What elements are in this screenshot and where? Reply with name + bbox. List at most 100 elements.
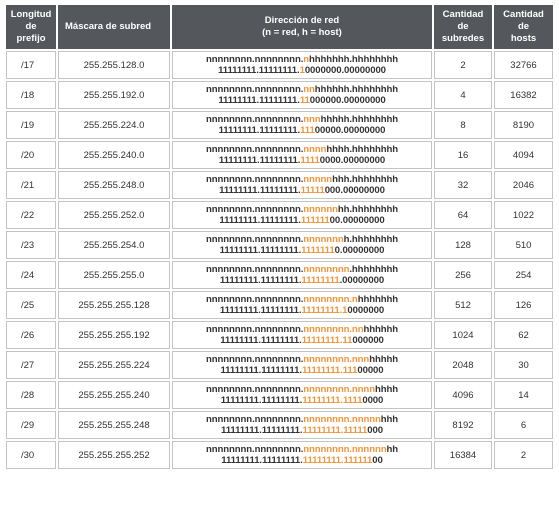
borrowed-bits: nnnnnn [303,204,338,215]
subnet-count-cell: 256 [434,261,492,289]
host-count-cell: 16382 [494,81,553,109]
remaining-bits: 0.00000000 [334,245,385,256]
fixed-bits: nnnnnnnn.nnnnnnnn. [205,114,304,125]
network-host-pattern: nnnnnnnn.nnnnnnnn.nnnhhhhh.hhhhhhhh [175,114,429,125]
table-row: /23 255.255.254.0 nnnnnnnn.nnnnnnnn.nnnnnn… [6,231,553,259]
table-row: /26 255.255.255.192 nnnnnnnn.nnnnnnnn.nnnn… [6,321,553,349]
fixed-bits: 11111111.11111111. [219,215,301,226]
prefix-cell: /27 [6,351,56,379]
subnet-count-cell: 2 [434,51,492,79]
borrowed-bits: nnnnnnnn.nnnnn [303,414,381,425]
network-host-pattern: nnnnnnnn.nnnnnnnn.nnnnnhhh.hhhhhhhh [175,174,429,185]
prefix-cell: /30 [6,441,56,469]
binary-mask-pattern: 11111111.11111111.11111111.00000000 [175,275,429,286]
address-cell: nnnnnnnn.nnnnnnnn.nnnnnnnn.nnhhhhhh 11111… [172,321,432,349]
fixed-bits: 11111111.11111111. [220,335,302,346]
borrowed-bits: nn [303,84,315,95]
network-host-pattern: nnnnnnnn.nnnnnnnn.nnnnnnnn.nnnnnnhh [175,444,429,455]
header-address-line2: (n = red, h = host) [262,27,342,38]
remaining-bits: hhhhhh.hhhhhhhh [314,84,399,95]
mask-cell: 255.255.252.0 [58,201,170,229]
address-cell: nnnnnnnn.nnnnnnnn.nnnnnnnn.nnnnnnhh 11111… [172,441,432,469]
mask-cell: 255.255.240.0 [58,141,170,169]
address-cell: nnnnnnnn.nnnnnnnn.nhhhhhhh.hhhhhhhh 11111… [172,51,432,79]
remaining-bits: h.hhhhhhhh [343,234,399,245]
mask-cell: 255.255.255.224 [58,351,170,379]
remaining-bits: hhh [380,414,399,425]
binary-mask-pattern: 11111111.11111111.11111111.10000000 [175,305,429,316]
table-row: /28 255.255.255.240 nnnnnnnn.nnnnnnnn.nnnn… [6,381,553,409]
binary-mask-pattern: 11111111.11111111.11111111.11111000 [175,425,429,436]
fixed-bits: nnnnnnnn.nnnnnnnn. [205,234,304,245]
header-subnet-count: Cantidad de subredes [434,5,492,49]
header-hosts-line3: hosts [510,33,537,44]
host-count-cell: 510 [494,231,553,259]
mask-cell: 255.255.255.192 [58,321,170,349]
host-count-cell: 2 [494,441,553,469]
prefix-cell: /26 [6,321,56,349]
prefix-cell: /20 [6,141,56,169]
network-host-pattern: nnnnnnnn.nnnnnnnn.nnnnnnnn.nhhhhhhh [175,294,429,305]
prefix-cell: /29 [6,411,56,439]
borrowed-bits: 11111111.11 [301,335,353,346]
remaining-bits: hh [386,444,399,455]
address-cell: nnnnnnnn.nnnnnnnn.nnnnhhhh.hhhhhhhh 11111… [172,141,432,169]
fixed-bits: 11111111.11111111. [218,95,300,106]
remaining-bits: 00.00000000 [329,215,385,226]
fixed-bits: 11111111.11111111. [218,125,301,136]
mask-cell: 255.255.248.0 [58,171,170,199]
prefix-cell: /28 [6,381,56,409]
fixed-bits: nnnnnnnn.nnnnnnnn. [205,144,304,155]
fixed-bits: nnnnnnnn.nnnnnnnn. [205,54,304,65]
subnet-count-cell: 8 [434,111,492,139]
subnet-count-cell: 1024 [434,321,492,349]
remaining-bits: hhhhhhh [357,294,399,305]
subnet-count-cell: 16384 [434,441,492,469]
subnet-table-container: Longitud de prefijo Máscara de subred Di… [4,3,555,471]
mask-cell: 255.255.224.0 [58,111,170,139]
header-prefix-line1: Longitud [10,9,52,20]
subnet-count-cell: 128 [434,231,492,259]
fixed-bits: 11111111.11111111. [220,365,302,376]
remaining-bits: .hhhhhhhh [349,264,399,275]
table-row: /21 255.255.248.0 nnnnnnnn.nnnnnnnn.nnnnnh… [6,171,553,199]
fixed-bits: nnnnnnnn.nnnnnnnn. [205,354,304,365]
table-row: /25 255.255.255.128 nnnnnnnn.nnnnnnnn.nnnn… [6,291,553,319]
borrowed-bits: nnnnnnnn.n [303,294,358,305]
fixed-bits: 11111111.11111111. [219,185,301,196]
remaining-bits: hhhh [374,384,399,395]
remaining-bits: 0000000 [347,305,385,316]
borrowed-bits: 111111 [300,215,330,226]
network-host-pattern: nnnnnnnn.nnnnnnnn.nnnnnnnn.nnnnhhhh [175,384,429,395]
header-hosts-line1: Cantidad [503,9,544,20]
mask-cell: 255.255.255.240 [58,381,170,409]
host-count-cell: 254 [494,261,553,289]
borrowed-bits: 11111 [300,185,325,196]
remaining-bits: hh.hhhhhhhh [337,204,399,215]
address-cell: nnnnnnnn.nnnnnnnn.nnnnnhhh.hhhhhhhh 11111… [172,171,432,199]
header-row: Longitud de prefijo Máscara de subred Di… [6,5,553,49]
fixed-bits: 11111111.11111111. [218,155,301,166]
prefix-cell: /19 [6,111,56,139]
mask-cell: 255.255.255.252 [58,441,170,469]
binary-mask-pattern: 11111111.11111111.11110000.00000000 [175,155,429,166]
fixed-bits: nnnnnnnn.nnnnnnnn. [205,204,304,215]
borrowed-bits: 111 [300,125,315,136]
network-host-pattern: nnnnnnnn.nnnnnnnn.nnnnnnnn.nnnhhhhh [175,354,429,365]
network-host-pattern: nnnnnnnn.nnnnnnnn.nnnnnnnn.nnnnnhhh [175,414,429,425]
remaining-bits: 000.00000000 [324,185,385,196]
fixed-bits: 11111111.11111111. [220,425,303,436]
remaining-bits: 000000.00000000 [309,95,386,106]
remaining-bits: 00000.00000000 [314,125,386,136]
borrowed-bits: nnnnnnnn.nnnnnn [303,444,387,455]
header-prefix-line3: prefijo [16,33,46,44]
network-host-pattern: nnnnnnnn.nnnnnnnn.nnnnnnhh.hhhhhhhh [175,204,429,215]
subnet-count-cell: 4096 [434,381,492,409]
fixed-bits: nnnnnnnn.nnnnnnnn. [205,174,304,185]
borrowed-bits: 11111111.111 [301,365,358,376]
borrowed-bits: 11111111 [301,275,340,286]
borrowed-bits: 11111111.111111 [302,455,373,466]
mask-cell: 255.255.255.128 [58,291,170,319]
remaining-bits: hhhhh.hhhhhhhh [320,114,399,125]
mask-cell: 255.255.128.0 [58,51,170,79]
